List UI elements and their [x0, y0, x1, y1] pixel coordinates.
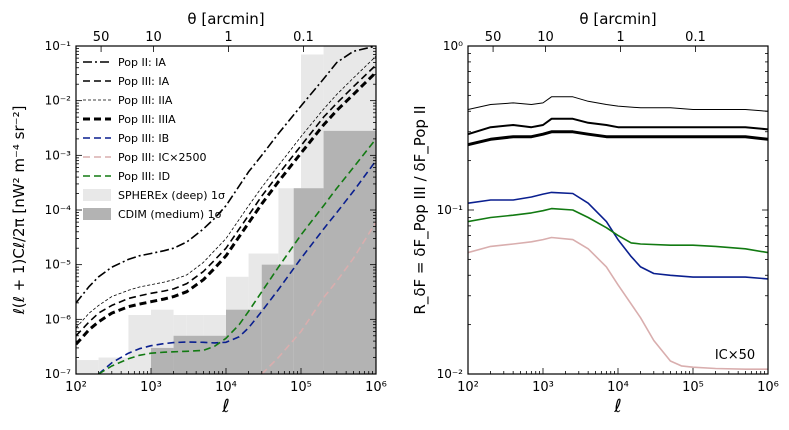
x-tick-label: 10²	[457, 380, 479, 395]
band-1-bin	[323, 130, 376, 374]
top-tick-label: 1	[224, 30, 232, 45]
legend-label: Pop III: IB	[118, 132, 169, 145]
series-line-2	[76, 55, 376, 329]
annotation-ic50: IC×50	[715, 348, 755, 363]
x-tick-label: 10²	[65, 380, 87, 395]
series-line-3	[76, 71, 376, 346]
series-line-1	[468, 117, 768, 136]
x-tick-label: 10⁵	[682, 380, 704, 395]
series-line-5	[468, 236, 768, 370]
y-axis-label: ℓ(ℓ + 1)Cℓ/2π [nW² m⁻⁴ sr⁻²]	[10, 106, 28, 316]
top-tick-label: 10	[145, 30, 162, 45]
right-panel-ratio: 10² 10³ 10⁴ 10⁵ 10⁶ 10⁻² 10⁻¹ 10⁰ 50 10 1 0.1 θ [arc…	[411, 10, 779, 417]
x-axis-label: ℓ	[221, 396, 229, 417]
y-tick-label: 10⁰	[443, 39, 463, 53]
y-tick-label: 10⁻²	[45, 94, 72, 108]
legend-label: Pop III: IIA	[118, 94, 173, 107]
series-line-4	[468, 207, 768, 254]
band-0-bin	[76, 360, 99, 374]
band-1	[151, 130, 376, 374]
top-tick-label: 50	[485, 30, 502, 45]
top-tick-label: 0.1	[293, 30, 314, 45]
top-axis-label: θ [arcmin]	[187, 10, 264, 28]
legend: Pop II: IA Pop III: IA Pop III: IIA Pop III…	[83, 56, 225, 221]
series-line-6	[98, 138, 376, 374]
legend-label: CDIM (medium) 1σ	[118, 208, 222, 221]
y-tick-label: 10⁻¹	[45, 39, 72, 53]
x-axis-label: ℓ	[613, 396, 621, 417]
left-panel-power-spectra: 10² 10³ 10⁴ 10⁵ 10⁶ 10⁻⁷ 10⁻⁶ 10⁻⁵ 10⁻⁴ 10⁻³ 10⁻² 1…	[10, 10, 387, 417]
legend-label: SPHEREx (deep) 1σ	[118, 189, 225, 202]
band-1-bin	[151, 347, 174, 374]
band-0-bin	[128, 315, 151, 374]
x-tick-label: 10⁴	[607, 380, 629, 395]
series-line-0	[468, 96, 768, 112]
y-tick-label: 10⁻⁴	[45, 203, 72, 217]
x-tick-label: 10³	[140, 380, 162, 395]
y-tick-label: 10⁻⁵	[45, 258, 72, 272]
top-axis-label: θ [arcmin]	[579, 10, 656, 28]
series-line-1	[76, 64, 376, 337]
y-tick-label: 10⁻²	[437, 367, 464, 381]
series-line-0	[76, 46, 376, 304]
tick-marks	[467, 45, 769, 375]
legend-patch	[83, 208, 111, 220]
top-tick-label: 1	[616, 30, 624, 45]
axes-frame	[467, 45, 769, 375]
y-tick-label: 10⁻¹	[437, 203, 464, 217]
plot-area	[76, 46, 376, 374]
series-line-5	[261, 221, 376, 374]
legend-patch	[83, 189, 111, 201]
top-tick-label: 10	[537, 30, 554, 45]
top-tick-label: 50	[93, 30, 110, 45]
x-tick-label: 10⁵	[290, 380, 312, 395]
legend-label: Pop II: IA	[118, 56, 166, 69]
top-tick-label: 0.1	[685, 30, 706, 45]
tick-marks	[75, 45, 377, 375]
y-tick-label: 10⁻⁶	[45, 312, 72, 326]
x-tick-label: 10⁴	[215, 380, 237, 395]
x-tick-label: 10³	[532, 380, 554, 395]
x-tick-label: 10⁶	[757, 380, 779, 395]
y-tick-label: 10⁻³	[45, 148, 72, 162]
legend-label: Pop III: ID	[118, 170, 170, 183]
series-line-4	[98, 160, 376, 374]
x-tick-label: 10⁶	[365, 380, 387, 395]
series-line-2	[468, 130, 768, 147]
plot-area	[468, 96, 768, 370]
legend-label: Pop III: IA	[118, 75, 170, 88]
legend-label: Pop III: IIIA	[118, 113, 176, 126]
y-tick-label: 10⁻⁷	[45, 367, 72, 381]
legend-label: Pop III: IC×2500	[118, 151, 207, 164]
band-1-bin	[226, 309, 262, 374]
band-1-bin	[293, 188, 324, 374]
y-axis-label: R_δF = δF_Pop III / δF_Pop II	[411, 105, 430, 314]
